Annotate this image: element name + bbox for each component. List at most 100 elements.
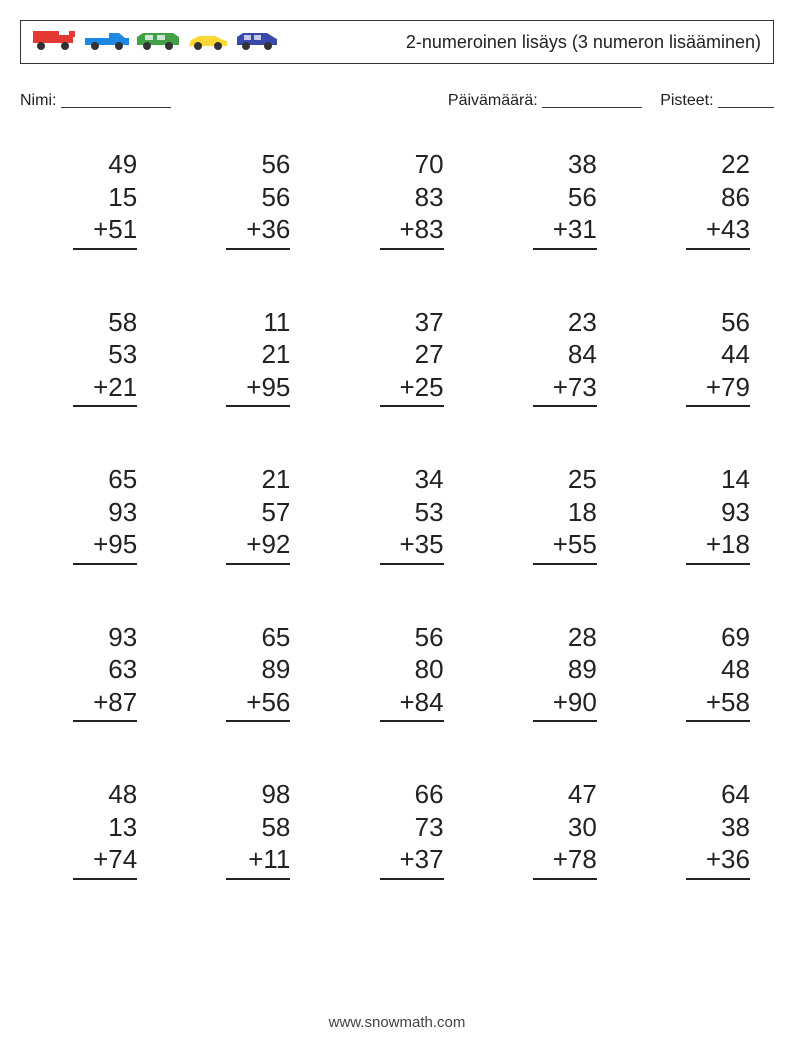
problem: 5644+79 <box>657 306 750 408</box>
problem: 9858+11 <box>197 778 290 880</box>
problem: 6948+58 <box>657 621 750 723</box>
problem: 3856+31 <box>504 148 597 250</box>
problem: 6593+95 <box>44 463 137 565</box>
addend-1: 93 <box>73 621 137 654</box>
addend-3: +87 <box>73 686 137 723</box>
addend-3: +84 <box>380 686 444 723</box>
problem: 3727+25 <box>350 306 443 408</box>
addend-3: +73 <box>533 371 597 408</box>
pickup-icon <box>85 31 129 56</box>
addend-3: +11 <box>226 843 290 880</box>
problem: 3453+35 <box>350 463 443 565</box>
addend-1: 28 <box>533 621 597 654</box>
problem: 2518+55 <box>504 463 597 565</box>
addend-2: 84 <box>533 338 597 371</box>
addend-2: 56 <box>226 181 290 214</box>
addend-1: 56 <box>380 621 444 654</box>
problem: 2384+73 <box>504 306 597 408</box>
problem: 4813+74 <box>44 778 137 880</box>
problem: 4730+78 <box>504 778 597 880</box>
addend-2: 89 <box>226 653 290 686</box>
addend-2: 27 <box>380 338 444 371</box>
addend-1: 70 <box>380 148 444 181</box>
addend-2: 44 <box>686 338 750 371</box>
addend-1: 66 <box>380 778 444 811</box>
problem: 7083+83 <box>350 148 443 250</box>
problem: 1121+95 <box>197 306 290 408</box>
problem: 2889+90 <box>504 621 597 723</box>
addend-1: 22 <box>686 148 750 181</box>
addend-2: 53 <box>73 338 137 371</box>
addend-2: 13 <box>73 811 137 844</box>
addend-3: +36 <box>686 843 750 880</box>
addend-2: 38 <box>686 811 750 844</box>
addend-1: 23 <box>533 306 597 339</box>
addend-2: 93 <box>73 496 137 529</box>
addend-2: 15 <box>73 181 137 214</box>
addend-2: 21 <box>226 338 290 371</box>
suv-icon <box>235 31 279 56</box>
addend-2: 86 <box>686 181 750 214</box>
addend-3: +51 <box>73 213 137 250</box>
worksheet-title: 2-numeroinen lisäys (3 numeron lisäämine… <box>406 32 761 53</box>
problem: 2157+92 <box>197 463 290 565</box>
problem: 5853+21 <box>44 306 137 408</box>
addend-3: +43 <box>686 213 750 250</box>
addend-2: 57 <box>226 496 290 529</box>
addend-1: 25 <box>533 463 597 496</box>
wagon-icon <box>135 31 181 56</box>
date-label: Päivämäärä: <box>448 92 538 109</box>
addend-1: 56 <box>686 306 750 339</box>
addend-2: 63 <box>73 653 137 686</box>
addend-3: +37 <box>380 843 444 880</box>
problem: 5680+84 <box>350 621 443 723</box>
problem: 6589+56 <box>197 621 290 723</box>
problem: 2286+43 <box>657 148 750 250</box>
addend-1: 56 <box>226 148 290 181</box>
addend-3: +56 <box>226 686 290 723</box>
addend-2: 89 <box>533 653 597 686</box>
vehicle-icons <box>33 29 279 56</box>
addend-1: 98 <box>226 778 290 811</box>
addend-1: 21 <box>226 463 290 496</box>
addend-2: 18 <box>533 496 597 529</box>
score-blank[interactable] <box>718 91 774 108</box>
header-bar: 2-numeroinen lisäys (3 numeron lisäämine… <box>20 20 774 64</box>
addend-1: 48 <box>73 778 137 811</box>
addend-3: +79 <box>686 371 750 408</box>
addend-3: +35 <box>380 528 444 565</box>
problem: 9363+87 <box>44 621 137 723</box>
truck-icon <box>33 29 79 56</box>
addend-1: 65 <box>73 463 137 496</box>
addend-3: +74 <box>73 843 137 880</box>
addend-1: 65 <box>226 621 290 654</box>
addend-1: 14 <box>686 463 750 496</box>
date-field: Päivämäärä: <box>448 88 642 110</box>
addend-3: +18 <box>686 528 750 565</box>
addend-1: 11 <box>226 306 290 339</box>
problem: 4915+51 <box>44 148 137 250</box>
addend-2: 48 <box>686 653 750 686</box>
addend-1: 58 <box>73 306 137 339</box>
addend-2: 93 <box>686 496 750 529</box>
addend-3: +58 <box>686 686 750 723</box>
addend-1: 37 <box>380 306 444 339</box>
name-field: Nimi: <box>20 88 171 110</box>
addend-1: 64 <box>686 778 750 811</box>
name-blank[interactable] <box>61 91 171 108</box>
info-right: Päivämäärä: Pisteet: <box>448 88 774 110</box>
addend-3: +36 <box>226 213 290 250</box>
score-label: Pisteet: <box>660 92 713 109</box>
problem: 6438+36 <box>657 778 750 880</box>
addend-3: +55 <box>533 528 597 565</box>
addend-2: 56 <box>533 181 597 214</box>
addend-1: 38 <box>533 148 597 181</box>
addend-1: 49 <box>73 148 137 181</box>
info-left: Nimi: <box>20 88 171 110</box>
problem: 6673+37 <box>350 778 443 880</box>
date-blank[interactable] <box>542 91 642 108</box>
addend-3: +25 <box>380 371 444 408</box>
addend-1: 47 <box>533 778 597 811</box>
addend-3: +92 <box>226 528 290 565</box>
addend-3: +95 <box>73 528 137 565</box>
